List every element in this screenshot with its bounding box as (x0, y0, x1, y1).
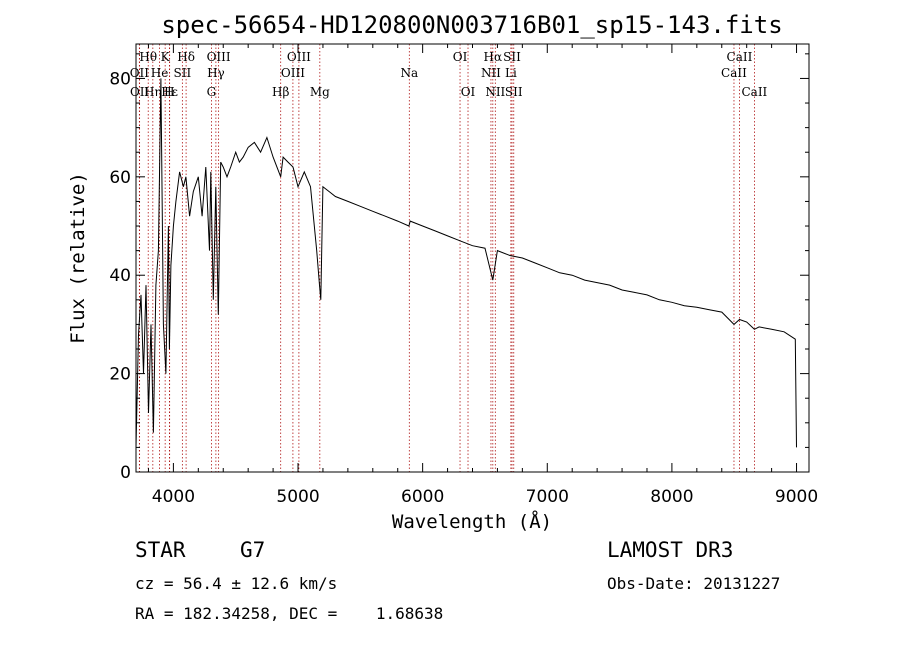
survey-name: LAMOST DR3 (607, 538, 734, 562)
line-label-26: CaII (727, 50, 753, 64)
line-label-15: OIII (281, 66, 305, 80)
y-tick-label-1: 20 (109, 365, 131, 385)
line-label-6: Hε (161, 85, 178, 99)
chart-title: spec-56654-HD120800N003716B01_sp15-143.f… (161, 11, 782, 39)
line-label-3: Hη (144, 85, 162, 99)
line-label-16: Mg (310, 85, 330, 99)
line-label-7: H (164, 85, 174, 99)
line-label-5: He (151, 66, 169, 80)
line-label-1: OII (130, 66, 150, 80)
line-label-22: NII (485, 85, 505, 99)
line-label-24: Li (505, 66, 517, 80)
line-label-4: K (161, 50, 171, 64)
line-label-13: Hβ (272, 85, 289, 99)
y-axis-title: Flux (relative) (67, 172, 89, 344)
coordinates: RA = 182.34258, DEC = 1.68638 (135, 604, 444, 623)
x-tick-label-2: 6000 (401, 487, 444, 507)
line-label-27: CaII (721, 66, 747, 80)
line-label-12: G (207, 85, 217, 99)
line-label-28: CaII (741, 85, 767, 99)
x-tick-label-5: 9000 (775, 487, 818, 507)
spectrum-line (135, 78, 797, 448)
line-label-9: Hδ (177, 50, 195, 64)
line-label-2: OII (130, 85, 150, 99)
y-tick-label-2: 40 (109, 266, 131, 286)
object-class: STAR (135, 538, 186, 562)
spectral-line-markers (138, 44, 755, 472)
line-label-0: Hθ (139, 50, 157, 64)
plot-frame (135, 43, 810, 473)
x-axis-title: Wavelength (Å) (392, 510, 552, 533)
x-tick-label-1: 5000 (276, 487, 319, 507)
x-tick-label-3: 7000 (526, 487, 569, 507)
line-label-10: OIII (207, 50, 231, 64)
line-label-14: OIII (287, 50, 311, 64)
y-tick-label-4: 80 (109, 69, 131, 89)
observation-date: Obs-Date: 20131227 (607, 574, 781, 593)
x-tick-label-0: 4000 (152, 487, 195, 507)
x-axis-ticks: 4000 5000 6000 7000 8000 9000 (147, 44, 818, 507)
line-label-17: Na (400, 66, 418, 80)
line-label-8: SII (174, 66, 192, 80)
line-label-19: OI (461, 85, 476, 99)
line-label-11: Hγ (207, 66, 225, 80)
y-tick-label-3: 60 (109, 168, 131, 188)
x-tick-label-4: 8000 (650, 487, 693, 507)
y-tick-label-0: 0 (120, 463, 131, 483)
line-label-20: Hα (484, 50, 503, 64)
line-label-21: NII (481, 66, 501, 80)
subclass: G7 (240, 538, 266, 562)
y-axis-ticks: 0 20 40 60 80 (109, 53, 809, 483)
line-label-18: OI (453, 50, 468, 64)
line-label-23: SII (503, 50, 521, 64)
redshift-cz: cz = 56.4 ± 12.6 km/s (135, 574, 338, 593)
line-label-25: SII (505, 85, 523, 99)
